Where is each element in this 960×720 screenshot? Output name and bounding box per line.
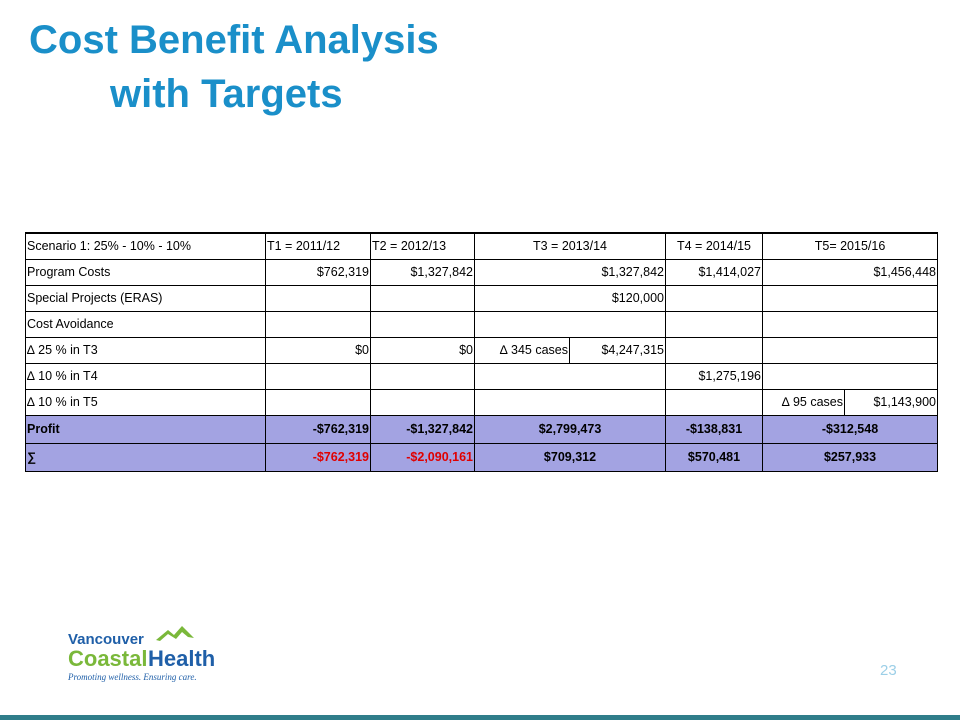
header-scenario: Scenario 1: 25% - 10% - 10% [25,232,266,260]
logo-line2a: Coastal [68,646,147,671]
cell-t4 [665,336,763,364]
row-label: ∆ 10 % in T4 [25,362,266,390]
cell-t1 [265,310,371,338]
cell-t5-cases: ∆ 95 cases [762,388,845,416]
cell-t5-value: $1,143,900 [843,388,939,416]
table-row-delta-t5: ∆ 10 % in T5 ∆ 95 cases $1,143,900 [25,388,939,416]
cell-t1: $0 [265,336,371,364]
cell-t5 [761,284,939,312]
row-label: Profit [25,414,266,444]
cell-t3-value: $4,247,315 [569,336,666,364]
cell-t3: $709,312 [474,442,666,472]
cell-t1 [265,362,371,390]
cell-t2: -$2,090,161 [370,442,475,472]
table-row-special-projects: Special Projects (ERAS) $120,000 [25,284,939,312]
header-t1: T1 = 2011/12 [265,232,371,260]
cell-t4 [665,284,763,312]
row-label: Special Projects (ERAS) [25,284,266,312]
mountain-icon [156,626,194,641]
cell-t5: $1,456,448 [761,258,939,286]
header-t3: T3 = 2013/14 [474,232,666,260]
cell-t3: $1,327,842 [474,258,666,286]
cell-t3 [474,310,666,338]
logo-tagline: Promoting wellness. Ensuring care. [67,672,197,682]
footer-divider [0,715,960,720]
cell-t2 [370,284,475,312]
page-title-line2: with Targets [110,72,343,116]
row-label: ∑ [25,442,266,472]
header-t5: T5= 2015/16 [761,232,939,260]
cell-t4: $1,414,027 [665,258,763,286]
cell-t4: -$138,831 [665,414,763,444]
cell-t1: $762,319 [265,258,371,286]
cell-t1: -$762,319 [265,442,371,472]
cell-t4: $1,275,196 [665,362,763,390]
cell-t5: $257,933 [761,442,939,472]
cell-t1 [265,284,371,312]
cell-t3: $2,799,473 [474,414,666,444]
cell-t3 [474,362,666,390]
cell-t1: -$762,319 [265,414,371,444]
vch-logo: Vancouver Coastal Health Promoting welln… [64,622,234,684]
page-title-line1: Cost Benefit Analysis [29,18,439,62]
page-number: 23 [880,662,897,679]
cell-t5 [761,336,939,364]
row-label: ∆ 25 % in T3 [25,336,266,364]
header-t2: T2 = 2012/13 [370,232,475,260]
cell-t5: -$312,548 [761,414,939,444]
cell-t5 [761,362,939,390]
logo-line1: Vancouver [68,631,144,648]
table-row-program-costs: Program Costs $762,319 $1,327,842 $1,327… [25,258,939,286]
table-row-profit: Profit -$762,319 -$1,327,842 $2,799,473 … [25,414,939,444]
cell-t4 [665,388,763,416]
cell-t2 [370,388,475,416]
cell-t2 [370,362,475,390]
row-label: Cost Avoidance [25,310,266,338]
table-header-row: Scenario 1: 25% - 10% - 10% T1 = 2011/12… [25,232,939,260]
cell-t3-cases: ∆ 345 cases [474,336,570,364]
cell-t5 [761,310,939,338]
table-row-sum: ∑ -$762,319 -$2,090,161 $709,312 $570,48… [25,442,939,472]
logo-line2b: Health [148,646,215,671]
cell-t2 [370,310,475,338]
cell-t1 [265,388,371,416]
table-row-delta-t4: ∆ 10 % in T4 $1,275,196 [25,362,939,390]
cell-t4 [665,310,763,338]
table-row-cost-avoidance: Cost Avoidance [25,310,939,338]
header-t4: T4 = 2014/15 [665,232,763,260]
row-label: ∆ 10 % in T5 [25,388,266,416]
cell-t2: $0 [370,336,475,364]
cell-t3 [474,388,666,416]
cell-t4: $570,481 [665,442,763,472]
cell-t2: $1,327,842 [370,258,475,286]
cell-t3: $120,000 [474,284,666,312]
cell-t2: -$1,327,842 [370,414,475,444]
table-row-delta-t3: ∆ 25 % in T3 $0 $0 ∆ 345 cases $4,247,31… [25,336,939,364]
row-label: Program Costs [25,258,266,286]
cost-benefit-table: Scenario 1: 25% - 10% - 10% T1 = 2011/12… [25,232,939,472]
